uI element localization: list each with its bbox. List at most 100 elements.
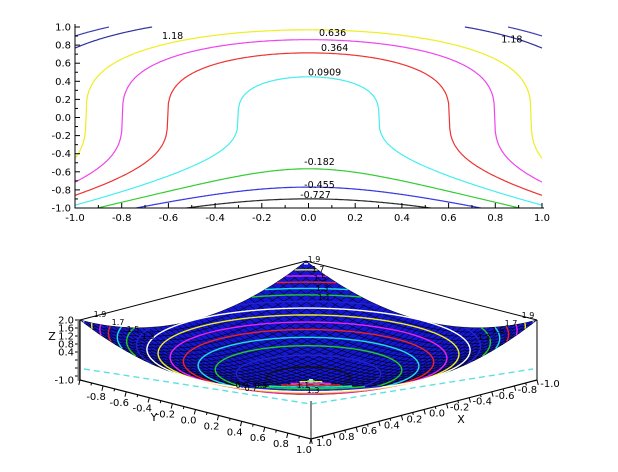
x3d-tick bbox=[367, 424, 369, 427]
x3d-tick bbox=[480, 394, 482, 398]
y3d-tick-label: -0.2 bbox=[156, 410, 176, 421]
y3d-tick bbox=[229, 418, 231, 421]
contour-curve--0.455 bbox=[135, 186, 482, 209]
surface-ring-0.9 bbox=[125, 294, 492, 390]
surface-mesh bbox=[79, 260, 538, 395]
contour-plot: -1.0 -0.8 -0.6 -0.4 -0.2 0.0 0.2 0.4 0.6 0.8 1.0 1.… bbox=[51, 23, 549, 225]
contour-level-label: -0.455 bbox=[304, 180, 335, 191]
x3d-tick bbox=[389, 418, 392, 421]
y3d-tick-label: -0.6 bbox=[109, 398, 129, 409]
surface-level-label: 1.7 bbox=[312, 265, 325, 274]
surface-level-label: 1.5 bbox=[127, 325, 140, 334]
y3d-tick bbox=[216, 415, 220, 421]
contour-curve-0.0909 bbox=[74, 76, 543, 206]
y-tick-label: -0.8 bbox=[51, 185, 71, 196]
contour-level-label: 0.364 bbox=[321, 43, 348, 54]
surface-level-label: 1.3 bbox=[316, 284, 329, 293]
y3d-tick bbox=[170, 403, 173, 409]
surface-level-label: 1.3 bbox=[478, 333, 491, 342]
surface-level-label: 1.9 bbox=[308, 255, 321, 264]
contour-curve-0.636 bbox=[74, 39, 543, 183]
x3d-tick-label: -0.2 bbox=[450, 403, 470, 414]
contour-curve-0.364 bbox=[74, 52, 543, 196]
surface-level-label: 1.1 bbox=[318, 293, 331, 302]
z-tick-label: 0.4 bbox=[58, 348, 74, 359]
contour-level-label: 0.0909 bbox=[308, 67, 341, 78]
y-tick-label: -0.2 bbox=[51, 131, 71, 142]
x-tick-label: -1.0 bbox=[65, 213, 85, 224]
contour-curve--0.727 bbox=[186, 198, 431, 209]
x3d-tick bbox=[491, 391, 494, 397]
x-tick-label: -0.4 bbox=[205, 213, 225, 224]
x3d-tick-label: 1.0 bbox=[316, 438, 332, 449]
surface-level-label: 1.7 bbox=[112, 318, 125, 327]
contour-curve-0.909 bbox=[74, 29, 543, 159]
surface-ring-1.3 bbox=[107, 281, 510, 387]
surface-level-label: 0.5 bbox=[255, 381, 268, 390]
y3d-tick-label: 0.0 bbox=[181, 416, 197, 427]
contour-level-label: 1.18 bbox=[162, 31, 183, 42]
y3d-tick bbox=[124, 391, 127, 397]
y-tick-label: 0.8 bbox=[55, 41, 71, 52]
hidden-box-edges bbox=[83, 368, 534, 405]
x-tick-label: -0.6 bbox=[159, 213, 179, 224]
y3d-tick bbox=[263, 427, 266, 433]
y3d-tick bbox=[147, 397, 150, 403]
y-tick-label: 1.0 bbox=[55, 23, 71, 34]
x3d-tick bbox=[310, 438, 313, 444]
y-tick-label: -0.4 bbox=[51, 149, 71, 160]
x-tick-label: 0.4 bbox=[394, 213, 410, 224]
contour-curve--0.182 bbox=[97, 168, 520, 209]
x3d-tick-label: 0.2 bbox=[406, 414, 422, 425]
contour-level-label: 0.636 bbox=[319, 28, 346, 39]
surface-level-label: 1.5 bbox=[314, 274, 327, 283]
x3d-tick bbox=[502, 388, 505, 392]
contour-level-label: 1.18 bbox=[501, 34, 522, 45]
x3d-tick-label: -0.6 bbox=[495, 391, 515, 402]
y3d-tick bbox=[136, 394, 139, 398]
x-tick-label: 0.6 bbox=[441, 213, 457, 224]
x3d-tick-label: 0.4 bbox=[384, 420, 400, 431]
x3d-tick bbox=[355, 427, 358, 433]
y3d-tick-label: 1.0 bbox=[296, 445, 312, 456]
x-tick-label: 0.8 bbox=[487, 213, 503, 224]
contour-level-label: -0.182 bbox=[304, 157, 335, 168]
surface-ring-0.5 bbox=[146, 307, 471, 393]
x3d-tick bbox=[344, 430, 347, 433]
x3d-tick bbox=[434, 406, 437, 410]
x3d-tick bbox=[378, 421, 381, 427]
y-axis-title: Y bbox=[150, 411, 158, 424]
y3d-tick bbox=[182, 406, 185, 410]
y3d-tick bbox=[298, 435, 300, 439]
surface-level-label: 1.3 bbox=[307, 386, 320, 395]
surface-level-label: 0.7 bbox=[245, 384, 258, 393]
x3d-tick bbox=[446, 403, 449, 409]
y3d-tick bbox=[101, 385, 104, 391]
x-tick-label: 1.0 bbox=[534, 213, 550, 224]
surface-level-label: 1.9 bbox=[522, 311, 535, 320]
x3d-tick bbox=[536, 379, 539, 385]
x3d-tick bbox=[513, 385, 517, 391]
y-tick-label: 0.0 bbox=[55, 113, 71, 124]
z-tick-label: 2.0 bbox=[58, 316, 74, 327]
x3d-tick bbox=[333, 432, 336, 439]
x-axis-title: X bbox=[457, 413, 465, 426]
surface-ring-0.3 bbox=[157, 314, 460, 394]
x3d-tick-label: 0.6 bbox=[361, 426, 377, 437]
surface-ring-1.7 bbox=[91, 269, 526, 383]
y3d-tick-label: -0.4 bbox=[133, 404, 153, 415]
surface-ring-1.1 bbox=[116, 287, 501, 388]
y3d-tick bbox=[275, 430, 277, 433]
x3d-tick-label: -0.8 bbox=[518, 385, 538, 396]
y3d-tick bbox=[205, 412, 208, 415]
x3d-tick bbox=[412, 412, 414, 415]
contour-curve-1.18 bbox=[74, 26, 543, 67]
surface-level-label: 1.9 bbox=[94, 310, 107, 319]
contour-curve-1.45 bbox=[74, 26, 543, 49]
x-tick-label: -0.2 bbox=[252, 213, 272, 224]
surface-ring-1.5 bbox=[99, 275, 518, 385]
y3d-tick bbox=[193, 409, 196, 415]
y3d-tick-label: 0.6 bbox=[250, 433, 266, 444]
